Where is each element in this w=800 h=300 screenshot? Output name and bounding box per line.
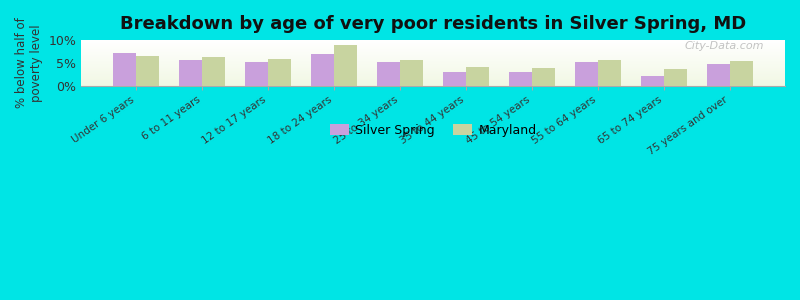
Bar xyxy=(575,61,598,86)
Bar xyxy=(730,61,753,86)
Bar xyxy=(82,42,785,43)
Bar xyxy=(82,62,785,63)
Bar xyxy=(114,53,136,86)
Bar xyxy=(82,54,785,55)
Bar xyxy=(82,85,785,86)
Bar xyxy=(509,72,532,86)
Bar xyxy=(82,83,785,84)
Bar xyxy=(82,57,785,58)
Text: City-Data.com: City-Data.com xyxy=(684,41,764,52)
Bar xyxy=(82,60,785,61)
Bar xyxy=(82,59,785,60)
Bar xyxy=(179,60,202,86)
Bar xyxy=(82,58,785,59)
Bar xyxy=(82,61,785,62)
Bar xyxy=(136,56,159,86)
Bar xyxy=(82,80,785,81)
Bar xyxy=(82,79,785,80)
Bar xyxy=(82,47,785,48)
Bar xyxy=(82,48,785,49)
Bar xyxy=(82,53,785,54)
Bar xyxy=(82,82,785,83)
Bar xyxy=(400,60,423,86)
Bar xyxy=(82,84,785,85)
Bar xyxy=(82,68,785,69)
Bar xyxy=(82,81,785,82)
Bar xyxy=(82,76,785,77)
Bar xyxy=(664,69,687,86)
Bar xyxy=(82,40,785,41)
Bar xyxy=(82,71,785,72)
Bar xyxy=(82,49,785,50)
Bar xyxy=(245,61,268,86)
Bar xyxy=(311,54,334,86)
Bar xyxy=(82,77,785,78)
Y-axis label: % below half of
poverty level: % below half of poverty level xyxy=(15,18,43,108)
Bar xyxy=(82,69,785,70)
Bar xyxy=(268,59,291,86)
Bar xyxy=(82,52,785,53)
Bar xyxy=(443,72,466,86)
Bar xyxy=(82,65,785,66)
Bar xyxy=(82,50,785,51)
Bar xyxy=(598,60,621,86)
Bar xyxy=(82,56,785,57)
Bar xyxy=(377,61,400,86)
Bar xyxy=(532,68,555,86)
Bar xyxy=(466,67,490,86)
Bar xyxy=(82,66,785,67)
Bar xyxy=(82,51,785,52)
Bar xyxy=(82,78,785,79)
Bar xyxy=(334,45,358,86)
Bar xyxy=(82,43,785,44)
Legend: Silver Spring, Maryland: Silver Spring, Maryland xyxy=(325,118,542,142)
Bar xyxy=(82,74,785,75)
Bar xyxy=(82,70,785,71)
Bar xyxy=(82,45,785,46)
Bar xyxy=(82,75,785,76)
Bar xyxy=(82,67,785,68)
Bar xyxy=(82,64,785,65)
Bar xyxy=(202,58,226,86)
Bar xyxy=(82,46,785,47)
Bar xyxy=(82,72,785,73)
Bar xyxy=(82,63,785,64)
Bar xyxy=(82,41,785,42)
Title: Breakdown by age of very poor residents in Silver Spring, MD: Breakdown by age of very poor residents … xyxy=(120,15,746,33)
Bar xyxy=(641,76,664,86)
Bar xyxy=(82,44,785,45)
Bar xyxy=(707,64,730,86)
